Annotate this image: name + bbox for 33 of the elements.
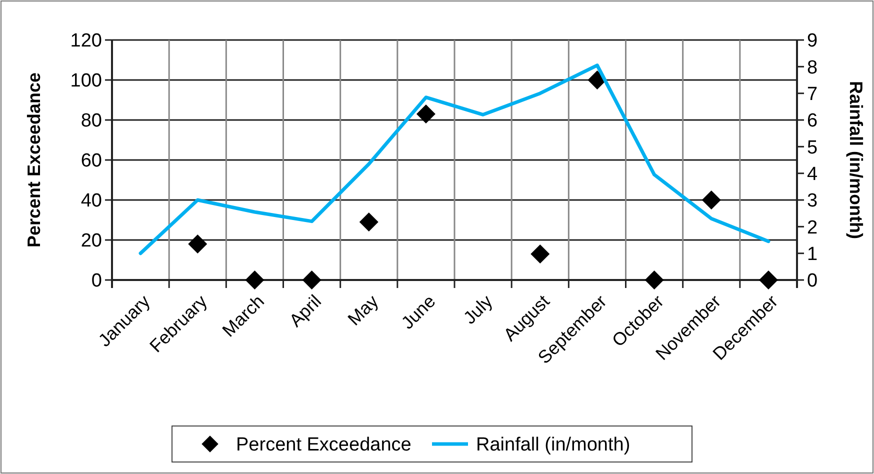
y-tick-label: 60	[80, 150, 102, 172]
point	[644, 270, 664, 290]
y-tick-label: 100	[70, 70, 102, 92]
y2-tick-label: 8	[807, 57, 818, 78]
y2-axis-title: Rainfall (in/month)	[846, 81, 866, 239]
point	[416, 104, 436, 124]
y2-tick-label: 4	[807, 164, 818, 185]
point	[702, 190, 721, 210]
y2-tick-label: 0	[807, 270, 818, 292]
y2-tick-label: 6	[807, 110, 818, 132]
y-tick-label: 40	[80, 190, 102, 212]
y2-tick-label: 1	[807, 244, 818, 265]
y2-tick-label: 7	[807, 84, 818, 105]
y-tick-label: 0	[91, 270, 102, 292]
point	[188, 234, 208, 254]
y-tick-label: 80	[80, 110, 102, 132]
y-axis-title: Percent Exceedance	[24, 72, 44, 248]
legend-label: Percent Exceedance	[236, 434, 412, 456]
point	[758, 270, 778, 290]
y2-tick-label: 2	[807, 217, 818, 238]
x-tick-label: July	[460, 291, 496, 328]
point	[245, 270, 264, 290]
y2-tick-label: 5	[807, 137, 818, 158]
y2-tick-label: 3	[807, 190, 818, 212]
point	[530, 244, 550, 264]
legend-label: Rainfall (in/month)	[476, 434, 630, 456]
point	[359, 212, 378, 232]
y2-tick-label: 9	[807, 30, 818, 52]
point	[302, 270, 322, 290]
line-series	[138, 64, 770, 256]
y-tick-label: 20	[80, 230, 102, 252]
y-tick-label: 120	[70, 30, 102, 52]
x-tick-label: May	[344, 291, 382, 330]
